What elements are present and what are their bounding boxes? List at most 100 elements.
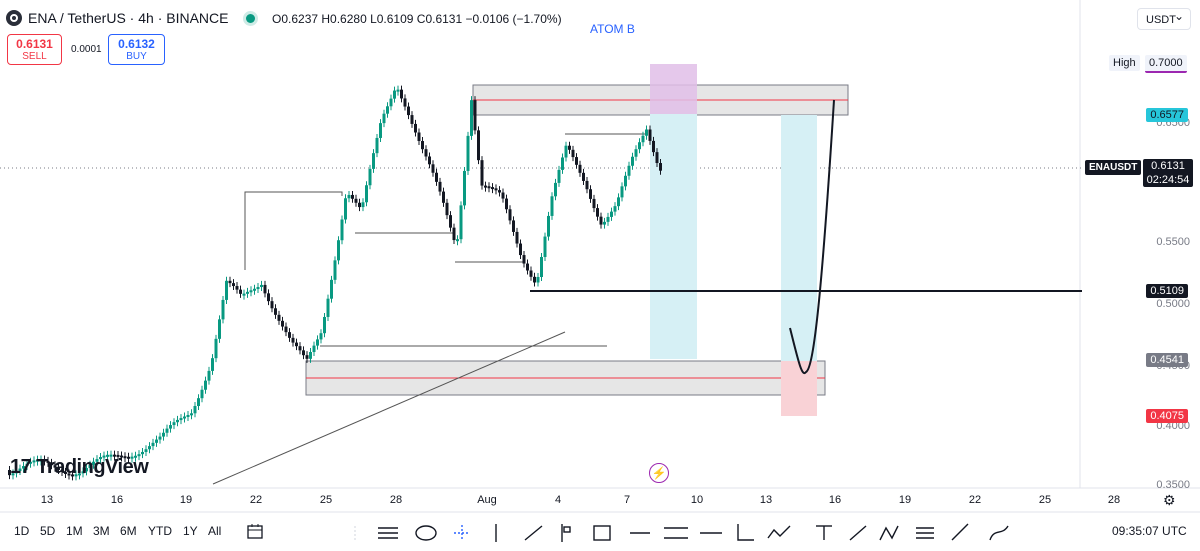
candle (193, 406, 197, 414)
sell-button[interactable]: 0.6131 SELL (7, 34, 62, 65)
timeframe-ytd[interactable]: YTD (148, 524, 172, 538)
timeframe-1m[interactable]: 1M (66, 524, 83, 538)
candle (312, 345, 316, 353)
candle (484, 185, 487, 188)
candle (263, 284, 267, 294)
time-tick: 16 (110, 494, 124, 506)
candle (228, 280, 232, 284)
candle (274, 308, 277, 315)
time-tick: 25 (1038, 494, 1052, 506)
candle (347, 194, 351, 199)
symbol-title[interactable]: ENA / TetherUS · 4h · BINANCE (28, 10, 229, 26)
candle (221, 299, 225, 320)
candle (536, 277, 540, 283)
candle (351, 194, 354, 199)
stop-zone-top (650, 64, 697, 114)
candle (508, 209, 512, 221)
hlines-tool-icon (378, 527, 398, 539)
candle (407, 106, 410, 116)
candle (18, 468, 22, 472)
candle (466, 135, 470, 171)
high-value: 0.7000 (1145, 55, 1187, 73)
time-tick: 19 (179, 494, 193, 506)
candle (239, 289, 242, 294)
currency-select[interactable]: USDT (1137, 5, 1191, 30)
stop-price-tag: 0.4075 (1146, 409, 1188, 423)
candle (547, 215, 550, 237)
candle (452, 227, 456, 241)
candle (305, 355, 309, 359)
candle (456, 239, 459, 242)
candle (270, 301, 274, 309)
candle (379, 123, 382, 138)
calendar-range-icon[interactable] (246, 522, 264, 540)
time-tick: 22 (968, 494, 982, 506)
chart-annotation-text[interactable]: ATOM B (590, 22, 635, 36)
timeframe-6m[interactable]: 6M (120, 524, 137, 538)
candle (15, 471, 18, 474)
candle (655, 152, 659, 164)
timeframe-1d[interactable]: 1D (14, 524, 30, 538)
timeframe-1y[interactable]: 1Y (183, 524, 198, 538)
candle (284, 326, 288, 333)
candle (326, 298, 330, 317)
market-open-indicator (246, 14, 255, 23)
time-tick: 28 (389, 494, 403, 506)
clock-utc[interactable]: 09:35:07 UTC (1112, 524, 1187, 538)
candle (582, 172, 585, 181)
sell-price: 0.6131 (16, 37, 53, 51)
candle (396, 89, 400, 92)
candle (102, 455, 106, 458)
candle (204, 380, 207, 390)
timeframe-3m[interactable]: 3M (93, 524, 110, 538)
candle (158, 436, 162, 440)
tradingview-mark-icon: 17 (10, 456, 37, 478)
timeframe-5d[interactable]: 5D (40, 524, 56, 538)
candle (43, 459, 46, 462)
candle (494, 188, 498, 191)
candle (78, 473, 81, 476)
brush-tool-icon (951, 523, 969, 541)
price-tick: 0.3500 (1156, 479, 1190, 491)
time-tick: 25 (319, 494, 333, 506)
candle (382, 113, 386, 124)
candle (267, 293, 270, 302)
candle (225, 280, 228, 300)
candle (540, 256, 543, 278)
candle (141, 451, 144, 455)
candle (256, 287, 260, 290)
candle (179, 418, 183, 421)
candle (638, 142, 641, 150)
candle (470, 100, 473, 136)
candle (354, 198, 358, 203)
price-tick: 0.5500 (1156, 236, 1190, 248)
candle (386, 106, 389, 114)
candle (25, 463, 29, 467)
candle (186, 414, 190, 417)
entry-price-tag: 0.4541 (1146, 353, 1188, 367)
candle (291, 337, 295, 343)
buy-button[interactable]: 0.6132 BUY (108, 34, 165, 65)
candle (512, 220, 515, 232)
candle (522, 255, 526, 264)
candle (599, 216, 603, 225)
candle (631, 156, 634, 166)
timeframe-all[interactable]: All (208, 524, 222, 538)
target-zone-right (781, 115, 817, 361)
candle (22, 466, 25, 469)
candle (554, 182, 557, 197)
trendline-tool-icon (524, 525, 543, 541)
candle (232, 283, 235, 287)
lightning-icon[interactable]: ⚡ (649, 463, 669, 483)
candle (368, 168, 372, 186)
candle (501, 192, 505, 199)
candle (421, 141, 424, 150)
elliott-tool-icon (879, 525, 899, 541)
candle (526, 263, 529, 271)
settings-gear-icon[interactable]: ⚙ (1163, 492, 1176, 508)
ohlc-legend: O0.6237 H0.6280 L0.6109 C0.6131 −0.0106 … (272, 12, 562, 26)
candle (281, 320, 284, 327)
candle (372, 153, 375, 169)
candle (659, 163, 662, 171)
